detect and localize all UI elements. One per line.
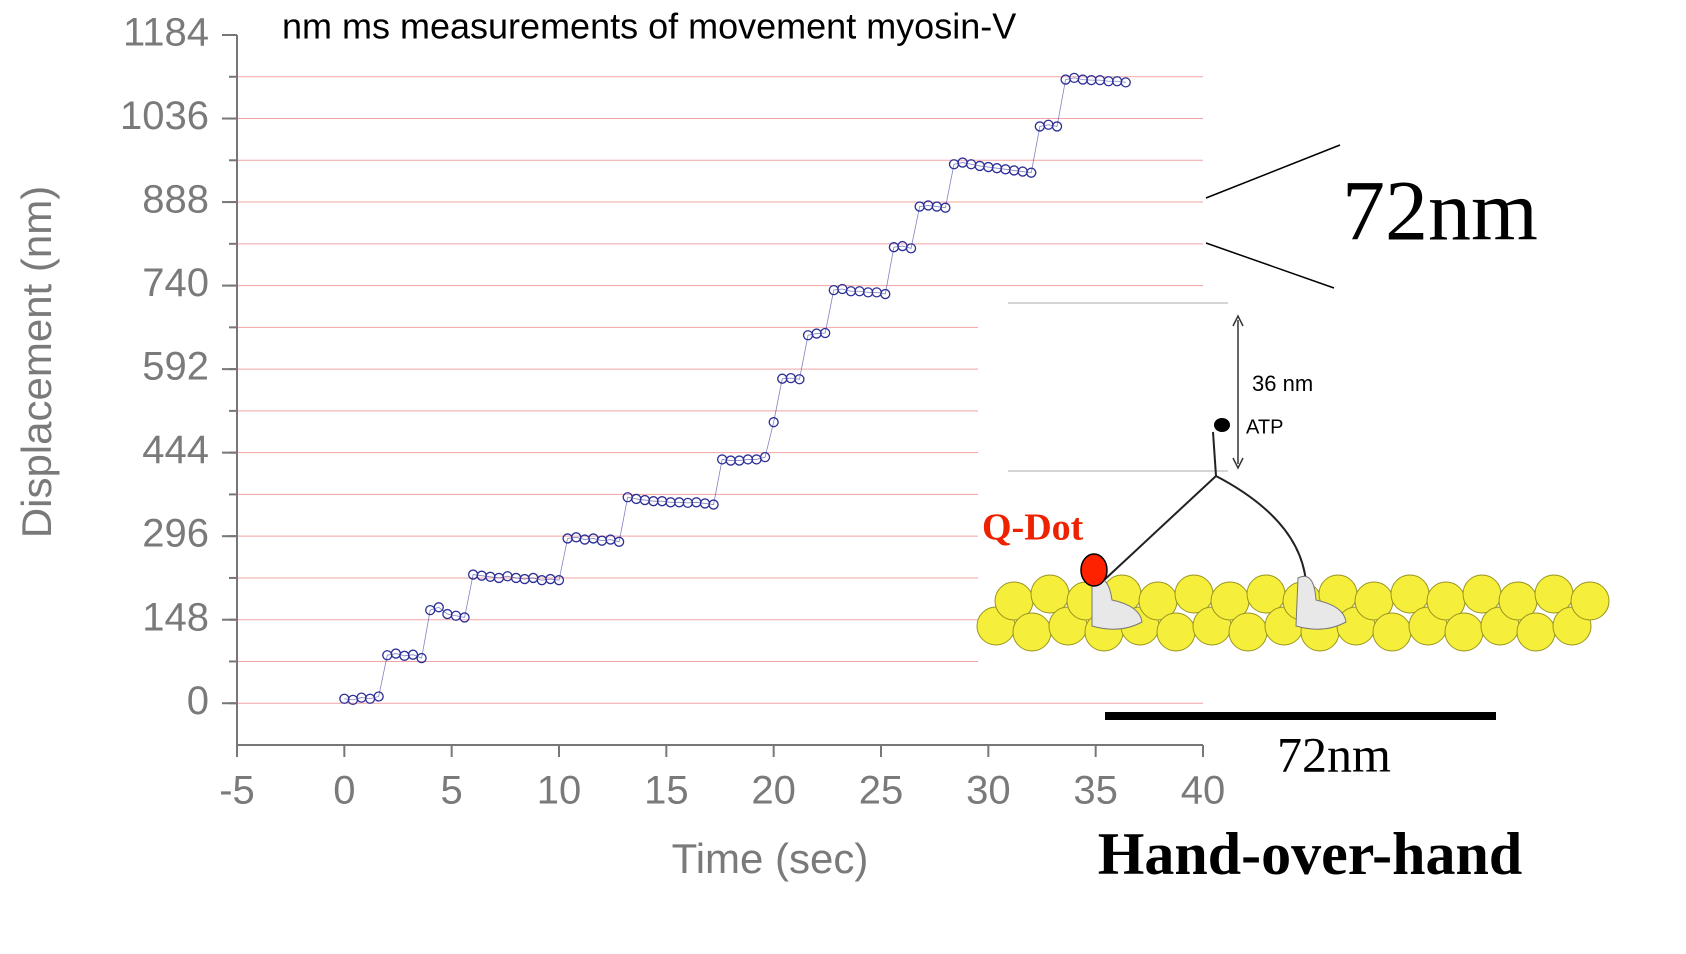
myosin-leg: [1101, 475, 1217, 583]
data-point: [1051, 121, 1063, 132]
y-tick-label: 0: [187, 679, 209, 723]
zoom-line: [1205, 242, 1335, 289]
x-tick-label: 5: [441, 769, 463, 813]
grid: [237, 76, 1203, 704]
actin-bead: [1516, 612, 1556, 652]
y-tick-label: 740: [142, 261, 209, 305]
y-tick-label: 148: [142, 595, 209, 639]
data-point: [768, 417, 779, 428]
x-tick-label: 0: [333, 769, 355, 813]
data-point: [433, 602, 444, 613]
zoom-line: [1205, 144, 1341, 199]
data-point: [613, 536, 625, 547]
y-tick-label: 296: [142, 512, 209, 556]
x-tick-label: 25: [859, 769, 904, 813]
actin-bead: [1372, 612, 1412, 652]
data-point: [553, 575, 565, 586]
chart-title: nm ms measurements of movement myosin-V: [282, 6, 1016, 47]
x-tick-label: 10: [537, 769, 582, 813]
data-point: [407, 649, 419, 660]
x-tick-label: -5: [219, 769, 255, 813]
actin-bead: [1012, 612, 1052, 652]
data-point: [416, 652, 427, 664]
actin-bead: [1444, 612, 1484, 652]
actin-bead: [1156, 612, 1196, 652]
myosin-stalk: [1212, 431, 1217, 477]
axes: 0 148 296 444 592 740 888 1036 1184 -5 0 5 10 15 20 25 3…: [120, 11, 1225, 813]
actin-bead: [1228, 612, 1268, 652]
myosin-leg: [1215, 475, 1307, 583]
data-point: [708, 499, 719, 510]
q-dot-marker: [1080, 553, 1108, 587]
x-tick-label: 40: [1181, 769, 1226, 813]
data-point: [880, 288, 891, 300]
actin-bead: [1570, 581, 1610, 621]
data-point: [1120, 77, 1131, 88]
x-axis-label: Time (sec): [672, 835, 869, 882]
y-tick-label: 444: [142, 428, 209, 472]
y-tick-label: 1036: [120, 94, 209, 138]
diagram-inset: 36 nm ATP Q-Dot: [976, 297, 1610, 697]
step-size-label: 72nm: [1342, 163, 1538, 259]
y-tick-label: 592: [142, 345, 209, 389]
y-tick-label: 1184: [123, 11, 209, 55]
data-point: [459, 612, 470, 623]
x-tick-label: 20: [751, 769, 796, 813]
atp-marker: [1214, 418, 1230, 432]
x-tick-label: 35: [1073, 769, 1118, 813]
actin-filament: [976, 574, 1610, 652]
data-marks: [339, 72, 1131, 705]
data-point: [905, 243, 917, 254]
y-axis-label: Displacement (nm): [13, 186, 60, 538]
data-point: [373, 691, 384, 702]
arrow-heads: [1232, 314, 1244, 470]
atp-label: ATP: [1246, 416, 1283, 438]
step-label: 36 nm: [1252, 371, 1313, 396]
data-point: [820, 327, 831, 339]
x-tick-label: 15: [644, 769, 689, 813]
scale-label: 72nm: [1277, 726, 1391, 782]
y-tick-label: 888: [142, 178, 209, 222]
data-point: [759, 452, 771, 463]
qdot-label: Q-Dot: [982, 507, 1084, 549]
caption: Hand-over-hand: [1098, 821, 1523, 887]
myosin-head: [1091, 577, 1143, 630]
data-point: [1026, 167, 1037, 178]
data-point: [940, 202, 951, 213]
myosin-head: [1295, 575, 1347, 630]
x-tick-label: 30: [966, 769, 1011, 813]
data-point: [794, 374, 805, 385]
